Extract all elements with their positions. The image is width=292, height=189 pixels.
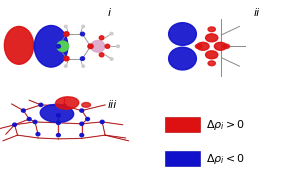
Ellipse shape [100,120,104,124]
Ellipse shape [62,104,66,107]
Ellipse shape [88,44,93,49]
Ellipse shape [55,97,79,109]
Ellipse shape [105,44,110,48]
Ellipse shape [82,25,85,28]
Ellipse shape [80,122,84,125]
Ellipse shape [57,121,60,125]
Ellipse shape [80,109,84,112]
Ellipse shape [82,102,91,107]
Ellipse shape [57,114,60,117]
Ellipse shape [208,61,215,66]
Ellipse shape [195,44,202,48]
Ellipse shape [34,26,68,67]
Ellipse shape [40,104,74,122]
Ellipse shape [81,32,85,36]
FancyBboxPatch shape [165,151,200,166]
Ellipse shape [206,34,218,42]
Ellipse shape [86,118,89,121]
Ellipse shape [82,65,85,67]
Text: $\Delta\rho_i < 0$: $\Delta\rho_i < 0$ [206,152,245,166]
Text: iii: iii [108,100,117,110]
FancyBboxPatch shape [165,117,200,132]
Ellipse shape [110,33,113,35]
Ellipse shape [64,56,69,61]
Ellipse shape [168,47,196,70]
Ellipse shape [99,36,104,40]
Ellipse shape [57,134,60,137]
Ellipse shape [206,51,218,59]
Ellipse shape [4,26,34,64]
Ellipse shape [13,123,16,126]
Ellipse shape [223,44,230,48]
Ellipse shape [214,42,227,50]
Ellipse shape [117,45,119,48]
Text: i: i [108,8,111,18]
Ellipse shape [168,23,196,45]
Ellipse shape [39,103,43,107]
Ellipse shape [65,65,67,67]
Ellipse shape [27,118,31,121]
Ellipse shape [110,58,113,60]
Ellipse shape [56,45,60,48]
Ellipse shape [80,57,85,60]
Ellipse shape [65,25,67,28]
Ellipse shape [64,32,69,36]
Ellipse shape [91,40,105,52]
Ellipse shape [22,109,25,112]
Ellipse shape [208,27,215,32]
Text: ii: ii [254,8,260,18]
Ellipse shape [197,42,209,50]
Ellipse shape [99,53,104,57]
Ellipse shape [57,41,69,52]
Text: $\Delta\rho_i > 0$: $\Delta\rho_i > 0$ [206,118,245,132]
Ellipse shape [33,120,37,124]
Ellipse shape [36,133,40,136]
Ellipse shape [80,134,84,137]
